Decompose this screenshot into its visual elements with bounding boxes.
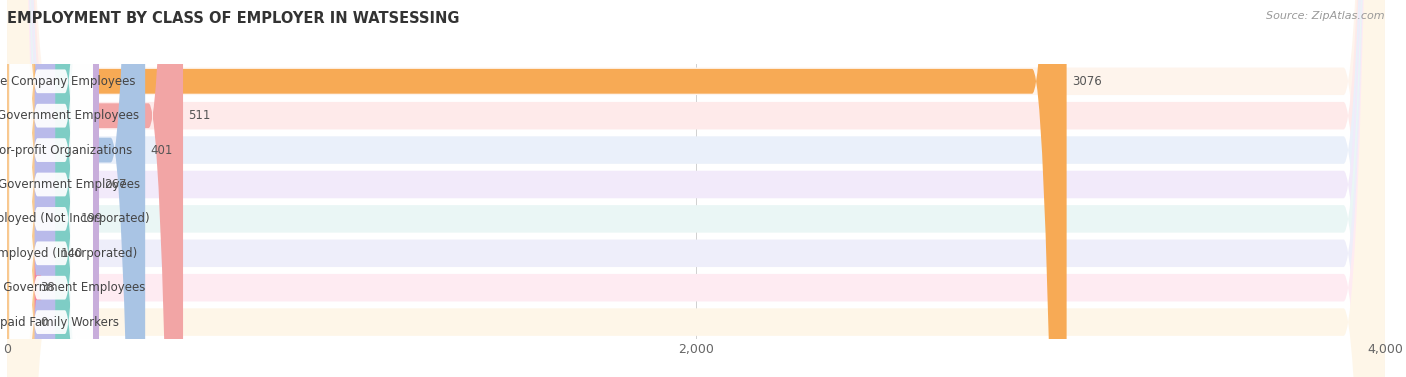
FancyBboxPatch shape — [10, 0, 93, 377]
FancyBboxPatch shape — [7, 0, 1385, 377]
Text: Unpaid Family Workers: Unpaid Family Workers — [0, 316, 118, 329]
Text: Self-Employed (Incorporated): Self-Employed (Incorporated) — [0, 247, 138, 260]
Text: 267: 267 — [104, 178, 127, 191]
Text: 0: 0 — [39, 316, 48, 329]
Text: Federal Government Employees: Federal Government Employees — [0, 281, 146, 294]
FancyBboxPatch shape — [7, 0, 35, 377]
FancyBboxPatch shape — [0, 0, 42, 377]
FancyBboxPatch shape — [10, 0, 93, 377]
Text: 140: 140 — [60, 247, 83, 260]
FancyBboxPatch shape — [10, 0, 93, 377]
FancyBboxPatch shape — [7, 0, 1385, 377]
FancyBboxPatch shape — [10, 0, 93, 377]
FancyBboxPatch shape — [7, 0, 1385, 377]
FancyBboxPatch shape — [7, 0, 1385, 377]
FancyBboxPatch shape — [7, 0, 183, 377]
FancyBboxPatch shape — [7, 0, 98, 377]
FancyBboxPatch shape — [10, 0, 93, 377]
Text: Private Company Employees: Private Company Employees — [0, 75, 136, 88]
Text: 3076: 3076 — [1071, 75, 1101, 88]
Text: Not-for-profit Organizations: Not-for-profit Organizations — [0, 144, 132, 156]
FancyBboxPatch shape — [7, 0, 145, 377]
FancyBboxPatch shape — [7, 0, 1385, 377]
FancyBboxPatch shape — [7, 0, 76, 377]
FancyBboxPatch shape — [7, 0, 1067, 377]
FancyBboxPatch shape — [7, 0, 1385, 377]
Text: Self-Employed (Not Incorporated): Self-Employed (Not Incorporated) — [0, 212, 150, 225]
FancyBboxPatch shape — [7, 0, 1385, 377]
Text: 401: 401 — [150, 144, 173, 156]
FancyBboxPatch shape — [7, 0, 1385, 377]
FancyBboxPatch shape — [10, 0, 93, 377]
FancyBboxPatch shape — [10, 0, 93, 377]
FancyBboxPatch shape — [10, 0, 93, 377]
Text: 38: 38 — [39, 281, 55, 294]
Text: Local Government Employees: Local Government Employees — [0, 109, 139, 122]
Text: Source: ZipAtlas.com: Source: ZipAtlas.com — [1267, 11, 1385, 21]
Text: 511: 511 — [188, 109, 211, 122]
Text: EMPLOYMENT BY CLASS OF EMPLOYER IN WATSESSING: EMPLOYMENT BY CLASS OF EMPLOYER IN WATSE… — [7, 11, 460, 26]
Text: State Government Employees: State Government Employees — [0, 178, 139, 191]
Text: 199: 199 — [80, 212, 103, 225]
FancyBboxPatch shape — [7, 0, 55, 377]
